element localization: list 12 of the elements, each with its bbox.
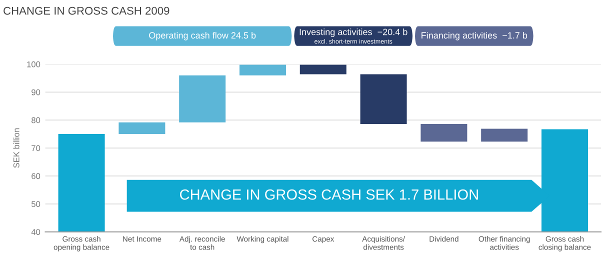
y-tick-label: 60 (32, 173, 40, 180)
chart-title: CHANGE IN GROSS CASH 2009 (4, 6, 170, 15)
y-tick-label: 50 (32, 201, 40, 208)
text: Financing activities −1.7 b (422, 32, 528, 40)
y-tick-label: 100 (27, 61, 40, 68)
y-tick-label: 90 (32, 89, 40, 96)
y-axis-title: SEK billion (13, 128, 20, 168)
y-tick-label: 40 (31, 229, 40, 235)
y-tick-label: 70 (32, 145, 40, 152)
y-tick-label: 80 (32, 117, 40, 124)
text: Operating cash flow 24.5 b (149, 32, 256, 40)
annotation: CHANGE IN GROSS CASH SEK 1.7 BILLION (180, 189, 478, 200)
